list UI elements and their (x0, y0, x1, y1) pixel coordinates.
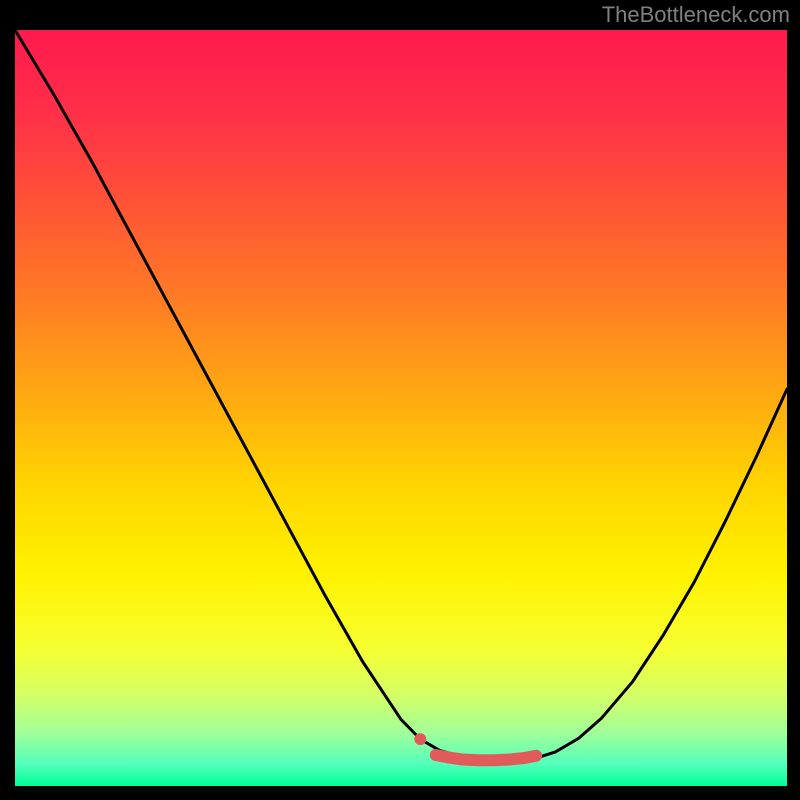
chart-container: TheBottleneck.com (0, 0, 800, 800)
plot-area (15, 30, 787, 786)
watermark-text: TheBottleneck.com (602, 2, 790, 28)
